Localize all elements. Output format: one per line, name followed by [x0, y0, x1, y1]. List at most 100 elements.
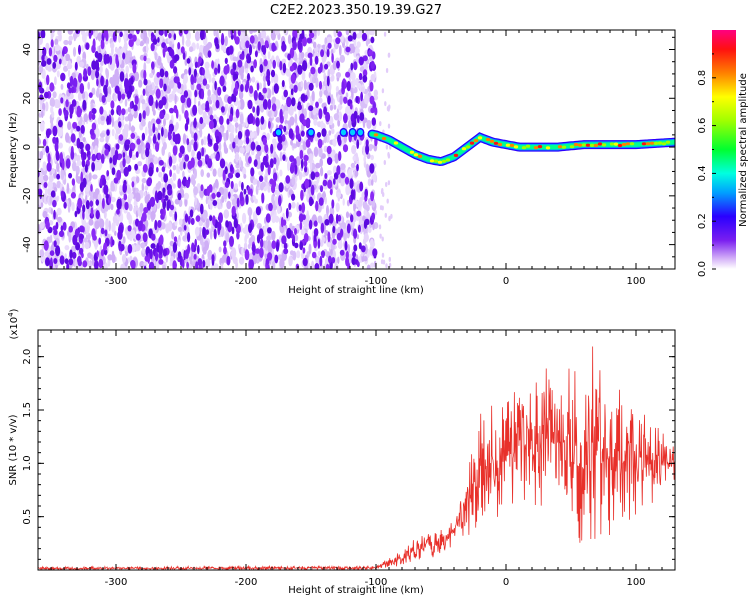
noise-speck [129, 30, 135, 35]
noise-speck [214, 178, 219, 189]
noise-blob [215, 99, 220, 109]
noise-blob [189, 209, 194, 218]
snr-x-ticks: -300 -200 -100 0 100 [50, 330, 663, 588]
noise-blob [202, 259, 206, 268]
noise-blob [135, 233, 141, 241]
noise-blob [39, 189, 42, 200]
noise-blob [148, 94, 154, 107]
noise-speck [67, 69, 71, 78]
noise-blob [88, 92, 93, 98]
noise-blob [304, 178, 310, 189]
noise-blob [219, 158, 226, 169]
noise-speck [56, 70, 60, 78]
noise-blob [190, 157, 195, 168]
noise-speck [120, 168, 125, 174]
noise-blob [300, 130, 305, 137]
noise-blob [138, 220, 143, 231]
noise-speck [207, 249, 213, 261]
noise-speck [101, 206, 106, 214]
noise-speck [204, 61, 210, 70]
noise-blob [287, 53, 291, 61]
noise-blob [219, 75, 225, 87]
noise-speck [86, 225, 89, 236]
noise-blob [84, 163, 88, 173]
noise-blob [104, 148, 109, 156]
noise-speck [225, 232, 230, 243]
noise-speck [347, 120, 352, 129]
noise-speck [43, 174, 49, 182]
noise-blob [213, 142, 219, 152]
noise-blob [69, 112, 73, 119]
noise-blob [127, 244, 133, 254]
noise-speck [196, 42, 200, 50]
signal-peak [569, 145, 575, 149]
noise-blob [247, 55, 252, 64]
noise-blob [68, 172, 73, 179]
noise-speck [366, 152, 371, 160]
noise-speck [183, 192, 190, 200]
signal-peak [485, 137, 491, 142]
noise-blob [43, 182, 48, 188]
noise-blob [164, 30, 168, 37]
noise-blob [236, 197, 240, 208]
signal-peak [429, 159, 435, 163]
noise-speck [145, 57, 151, 64]
noise-speck [105, 174, 110, 181]
noise-blob [223, 240, 227, 248]
signal-peak [621, 142, 627, 147]
noise-speck [317, 217, 323, 224]
noise-speck [368, 144, 374, 150]
noise-blob [90, 207, 94, 217]
spectrogram-y-ticks: -40 -20 0 20 40 [22, 36, 675, 258]
noise-blob [285, 175, 291, 184]
noise-blob [122, 152, 126, 158]
noise-blob [130, 260, 136, 269]
noise-speck [200, 169, 204, 178]
noise-speck [194, 30, 201, 42]
noise-speck [333, 263, 340, 269]
noise-blob [219, 115, 224, 126]
noise-blob [78, 141, 84, 150]
noise-speck [330, 74, 335, 82]
noise-blob [91, 108, 97, 115]
noise-speck [112, 215, 117, 224]
noise-blob [172, 260, 177, 269]
noise-blob [49, 250, 55, 256]
noise-blob [215, 43, 220, 50]
signal-peak [437, 160, 443, 164]
noise-blob [308, 32, 315, 39]
noise-blob [167, 188, 173, 196]
noise-blob [181, 259, 185, 269]
noise-blob [180, 46, 185, 54]
noise-speck [283, 110, 288, 121]
signal-peak [461, 147, 467, 151]
noise-speck [350, 162, 356, 168]
noise-blob [184, 154, 190, 162]
noise-blob [147, 253, 151, 264]
noise-speck [202, 209, 208, 220]
noise-speck [123, 128, 129, 140]
noise-blob [169, 169, 173, 177]
noise-blob [283, 242, 288, 250]
noise-blob [143, 69, 147, 80]
noise-speck [224, 147, 229, 154]
noise-speck [315, 162, 321, 169]
signal-peak [465, 145, 471, 149]
noise-speck [209, 230, 213, 240]
signal-peak [561, 145, 567, 149]
signal-peak [545, 146, 551, 150]
spectrogram-x-axis-label: Height of straight line (km) [288, 285, 424, 296]
noise-blob [290, 88, 294, 96]
x-tick-label: -100 [365, 276, 388, 287]
noise-speck [316, 256, 320, 264]
signal-peak [477, 136, 483, 140]
noise-blob [370, 191, 375, 202]
noise-speck [260, 140, 263, 148]
noise-blob [282, 154, 286, 162]
noise-blob [198, 56, 202, 64]
noise-speck [279, 169, 283, 177]
noise-speck [137, 144, 142, 154]
noise-blob [371, 212, 376, 221]
noise-blob [173, 66, 178, 74]
noise-speck [138, 79, 143, 88]
